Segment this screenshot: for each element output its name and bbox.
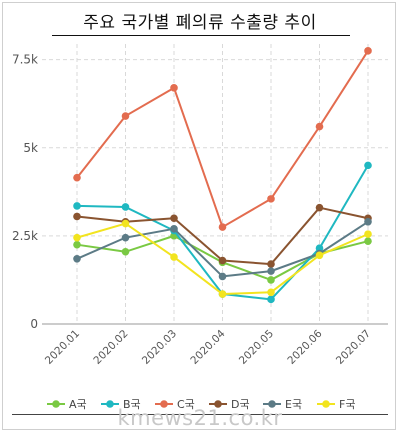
data-point [73, 202, 81, 210]
x-tick-label: 2020.07 [334, 328, 373, 367]
legend-label: C국 [177, 398, 195, 411]
legend-label: D국 [231, 398, 250, 411]
legend-swatch-dot [52, 400, 60, 408]
data-point [364, 161, 372, 170]
y-tick-label: 7.5k [12, 53, 38, 67]
legend-swatch-dot [106, 400, 114, 408]
data-point [364, 47, 372, 55]
legend-label: E국 [285, 398, 302, 411]
data-point [364, 237, 372, 245]
x-tick-label: 2020.05 [237, 328, 276, 367]
y-tick-label: 2.5k [12, 229, 38, 243]
data-point [218, 272, 227, 281]
data-point [364, 230, 372, 238]
legend-label: B국 [123, 398, 141, 411]
data-point [170, 253, 178, 261]
data-point [315, 122, 324, 131]
bottom-rule [12, 414, 388, 415]
data-point [73, 212, 81, 221]
data-point [364, 217, 372, 226]
data-point [73, 173, 81, 182]
legend-swatch-dot [268, 400, 276, 408]
data-point [121, 219, 130, 228]
data-point [218, 223, 227, 231]
data-point [315, 203, 324, 212]
data-point [73, 233, 81, 242]
data-point [73, 254, 81, 263]
data-point [267, 295, 275, 304]
data-point [121, 112, 130, 120]
legend-swatch-dot [322, 400, 330, 408]
data-point [170, 225, 178, 233]
watermark-text: kmews21.co.kr [117, 406, 283, 430]
data-point [267, 276, 275, 284]
series-lines [73, 47, 372, 304]
x-tick-label: 2020.04 [188, 327, 227, 366]
y-tick-label: 5k [23, 141, 38, 155]
legend: A국 B국 C국 D국 E국 F국 [47, 398, 355, 411]
legend-swatch-dot [160, 400, 168, 408]
data-point [267, 267, 275, 275]
data-point [267, 195, 275, 203]
x-tick-label: 2020.03 [140, 328, 179, 367]
data-point [170, 84, 178, 92]
legend-swatch-dot [214, 400, 222, 408]
data-point [315, 244, 324, 253]
title-underline [52, 35, 350, 36]
data-point [267, 260, 275, 268]
data-point [218, 290, 227, 298]
data-point [121, 247, 130, 256]
chart-title: 주요 국가별 폐의류 수출량 추이 [83, 13, 317, 33]
x-tick-label: 2020.02 [91, 328, 130, 367]
legend-label: A국 [69, 398, 87, 411]
data-point [315, 251, 324, 260]
data-point [170, 214, 178, 223]
x-tick-label: 2020.06 [285, 327, 324, 366]
data-point [218, 256, 227, 265]
x-tick-label: 2020.01 [43, 328, 82, 367]
data-point [73, 240, 81, 249]
chart-frame [2, 2, 396, 430]
legend-label: F국 [339, 398, 355, 411]
data-point [121, 203, 130, 211]
grid [42, 44, 388, 324]
data-point [121, 233, 130, 242]
data-point [267, 288, 275, 297]
y-tick-label: 0 [30, 317, 38, 331]
